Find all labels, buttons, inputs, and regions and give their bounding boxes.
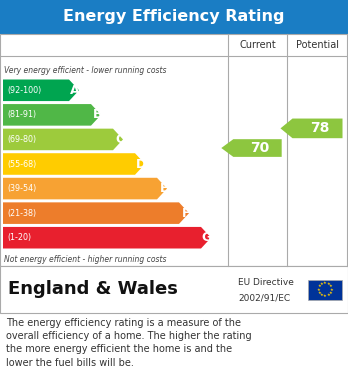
Polygon shape [3, 79, 79, 101]
Text: 2002/91/EC: 2002/91/EC [238, 294, 290, 303]
Text: England & Wales: England & Wales [8, 280, 178, 298]
Text: ★: ★ [329, 284, 332, 288]
Text: Current: Current [239, 40, 276, 50]
Text: ★: ★ [320, 293, 324, 297]
Polygon shape [3, 227, 211, 249]
Polygon shape [3, 178, 167, 199]
Text: Energy Efficiency Rating: Energy Efficiency Rating [63, 9, 285, 25]
Text: The energy efficiency rating is a measure of the
overall efficiency of a home. T: The energy efficiency rating is a measur… [6, 318, 252, 368]
Text: (21-38): (21-38) [7, 209, 36, 218]
Text: ★: ★ [330, 287, 333, 292]
Text: EU Directive: EU Directive [238, 278, 294, 287]
Bar [0, 266, 348, 313]
Text: C: C [115, 133, 124, 146]
Text: B: B [93, 108, 102, 121]
Text: E: E [159, 182, 168, 195]
Text: ★: ★ [320, 282, 324, 286]
Polygon shape [3, 104, 101, 126]
Text: ★: ★ [329, 291, 332, 295]
Text: D: D [136, 158, 146, 170]
Text: G: G [202, 231, 212, 244]
Text: (81-91): (81-91) [7, 110, 36, 119]
Text: ★: ★ [317, 287, 321, 292]
Polygon shape [3, 129, 123, 150]
Text: (92-100): (92-100) [7, 86, 41, 95]
Text: (69-80): (69-80) [7, 135, 36, 144]
Polygon shape [280, 118, 342, 138]
Text: 70: 70 [250, 141, 269, 155]
Polygon shape [3, 203, 189, 224]
Bar [308, 280, 342, 300]
Text: ★: ★ [323, 294, 327, 298]
Text: Potential: Potential [296, 40, 339, 50]
Text: ★: ★ [326, 282, 330, 286]
Text: ★: ★ [323, 281, 327, 285]
Text: ★: ★ [326, 293, 330, 297]
Text: F: F [182, 206, 190, 220]
Text: 78: 78 [310, 121, 329, 135]
Bar [0, 0, 348, 34]
Bar [0, 34, 348, 266]
Polygon shape [3, 153, 145, 175]
Text: (39-54): (39-54) [7, 184, 36, 193]
Polygon shape [221, 139, 282, 157]
Text: Very energy efficient - lower running costs: Very energy efficient - lower running co… [4, 66, 166, 75]
Text: Not energy efficient - higher running costs: Not energy efficient - higher running co… [4, 255, 166, 264]
Text: ★: ★ [317, 291, 321, 295]
Text: (1-20): (1-20) [7, 233, 31, 242]
Text: ★: ★ [317, 284, 321, 288]
Text: (55-68): (55-68) [7, 160, 36, 169]
Text: A: A [70, 84, 80, 97]
